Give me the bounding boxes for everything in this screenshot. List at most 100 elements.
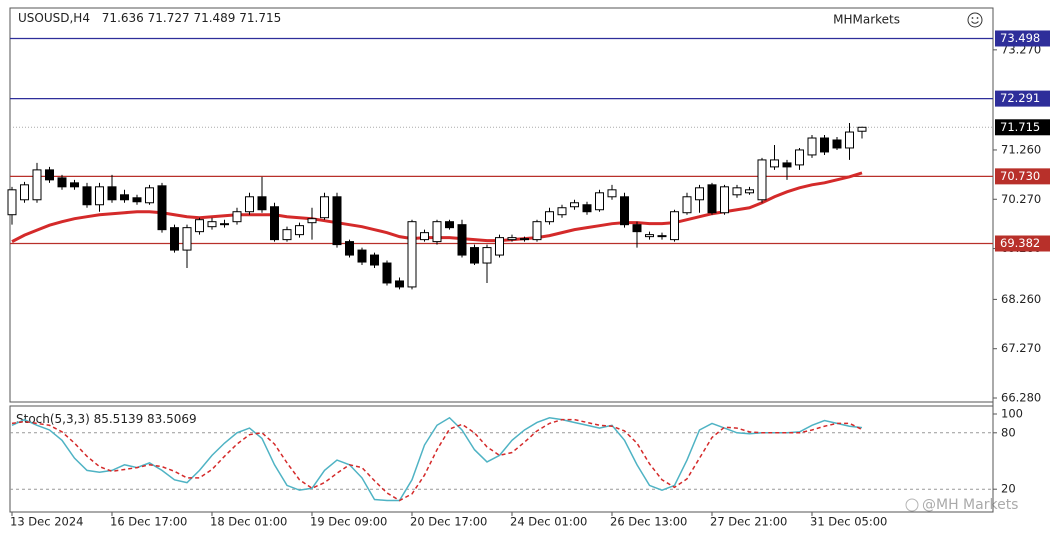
candle-body — [432, 221, 442, 243]
price-tag — [995, 90, 1050, 107]
candle-body — [32, 169, 42, 201]
ohlc-value: 71.489 — [193, 11, 235, 25]
y-tick-label: 70.270 — [1001, 192, 1041, 206]
candle-body — [807, 137, 817, 156]
candle-body — [520, 238, 529, 241]
candle-body — [582, 204, 592, 213]
candle-body — [232, 211, 242, 223]
price-tag — [995, 235, 1050, 252]
price-tag — [995, 168, 1050, 185]
candle-body — [407, 221, 417, 288]
candle-body — [757, 159, 767, 201]
y-tick-label: 67.270 — [1001, 341, 1041, 355]
candle-body — [420, 232, 429, 241]
candle-body — [570, 202, 579, 208]
candle-body — [120, 194, 129, 201]
x-tick-label: 16 Dec 17:00 — [110, 515, 187, 529]
candle-body — [245, 196, 254, 213]
candle-body — [132, 197, 142, 203]
candle-body — [832, 139, 842, 149]
brand: MHMarkets — [833, 13, 900, 27]
price-tag-label: 73.498 — [1000, 31, 1040, 45]
candle-body — [45, 169, 54, 181]
indicator-value: 85.5139 — [94, 412, 144, 426]
watermark-text: @MH Markets — [922, 497, 1018, 513]
y-tick-label: 71.260 — [1001, 142, 1041, 156]
candle-body — [507, 237, 517, 241]
candle-body — [170, 227, 179, 251]
candle-body — [470, 247, 479, 264]
candle-body — [20, 184, 29, 201]
stoch-header: Stoch(5,3,3) 85.5139 83.5069 — [16, 412, 197, 426]
candle-body — [707, 184, 717, 214]
candle-body — [395, 280, 404, 288]
candle-body — [282, 229, 292, 241]
y-tick-label: 80 — [1001, 425, 1016, 439]
indicator-value: 83.5069 — [147, 412, 197, 426]
candle-body — [195, 219, 204, 233]
ohlc-value: 71.636 — [102, 11, 144, 25]
candle-body — [320, 196, 329, 219]
candle-body — [557, 207, 567, 216]
candle-body — [145, 187, 154, 204]
price-tag — [995, 30, 1050, 47]
candle-body — [645, 234, 654, 238]
price-tag-label: 71.715 — [1000, 120, 1040, 134]
candle-body — [182, 227, 192, 251]
main-panel — [9, 7, 994, 403]
candle-body — [345, 241, 354, 256]
stoch-line — [11, 418, 863, 502]
candle-body — [445, 221, 454, 229]
candle-body — [495, 237, 504, 256]
x-tick-label: 19 Dec 09:00 — [310, 515, 387, 529]
x-tick-label: 31 Dec 05:00 — [810, 515, 887, 529]
candle-body — [532, 221, 542, 241]
candle-body — [670, 211, 679, 241]
candle-body — [157, 185, 167, 231]
candle-body — [370, 254, 379, 266]
candle-body — [7, 189, 17, 216]
candle-body — [607, 189, 617, 198]
candle-body — [382, 262, 392, 284]
price-tag-label: 69.382 — [1000, 236, 1040, 250]
y-tick-label: 20 — [1001, 482, 1016, 496]
candle-body — [457, 224, 467, 256]
x-tick-label: 27 Dec 21:00 — [710, 515, 787, 529]
candle-body — [732, 187, 742, 196]
ohlc-value: 71.727 — [148, 11, 190, 25]
price-tag-label: 70.730 — [1000, 169, 1040, 183]
candle-body — [745, 189, 754, 194]
candle-body — [57, 177, 67, 188]
price-tag — [995, 119, 1050, 136]
candle-body — [720, 186, 729, 214]
candle-body — [307, 218, 317, 224]
candle-body — [220, 223, 229, 226]
stoch-panel — [9, 405, 994, 513]
smiley — [967, 12, 983, 28]
candle-body — [207, 221, 217, 228]
ohlc-value: 71.715 — [239, 11, 281, 25]
candle-body — [82, 186, 92, 206]
candle-body — [795, 149, 804, 166]
candle-body — [257, 196, 267, 211]
candle-body — [782, 162, 792, 168]
x-tick-label: 18 Dec 01:00 — [210, 515, 287, 529]
x-tick-label: 13 Dec 2024 — [10, 515, 83, 529]
candle-body — [70, 182, 79, 188]
candle-body — [545, 211, 554, 223]
price-tag-label: 72.291 — [1000, 91, 1040, 105]
candle-body — [620, 196, 629, 226]
x-tick-label: 26 Dec 13:00 — [610, 515, 687, 529]
candle-body — [107, 186, 117, 201]
candle-body — [295, 225, 304, 236]
candle-body — [695, 187, 704, 201]
candle-body — [270, 206, 279, 241]
candle-body — [845, 131, 854, 149]
candle-body — [595, 192, 604, 211]
symbol: USOUSD,H4 — [18, 11, 90, 25]
candle-body — [820, 137, 829, 153]
y-tick-label: 100 — [1001, 407, 1023, 421]
stoch-line — [11, 416, 863, 502]
x-tick-label: 20 Dec 17:00 — [410, 515, 487, 529]
